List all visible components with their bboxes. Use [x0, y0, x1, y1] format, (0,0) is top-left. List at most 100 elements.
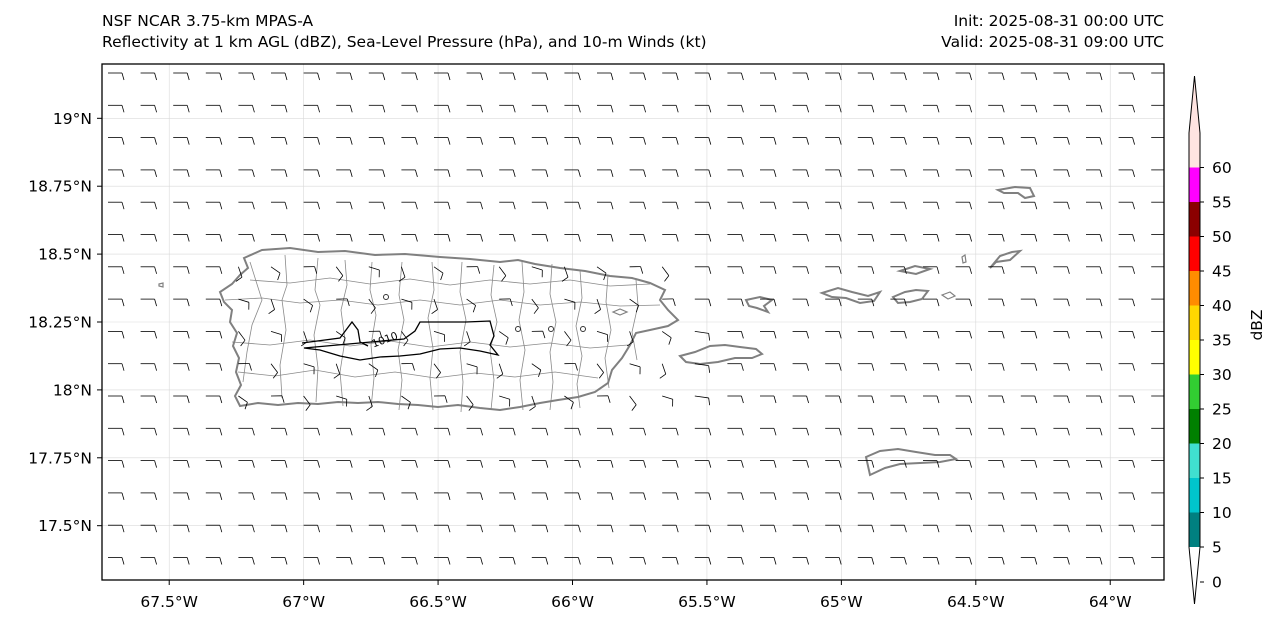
lon-tick-label: 65°W — [820, 593, 863, 611]
wind-barb — [626, 331, 634, 347]
wind-barb — [825, 427, 842, 436]
wind-barb — [760, 137, 777, 145]
wind-barb — [531, 460, 549, 468]
wind-barb — [1020, 137, 1038, 145]
colorbar-extend-min — [1189, 547, 1200, 604]
wind-barb — [466, 427, 483, 436]
wind-barb — [531, 266, 543, 278]
wind-barb — [108, 137, 125, 145]
wind-barb — [1086, 460, 1103, 468]
wind-barb — [564, 363, 578, 371]
wind-barb — [564, 395, 574, 410]
wind-barbs — [108, 72, 1164, 565]
colorbar-tick-label: 40 — [1212, 297, 1232, 315]
wind-barb — [368, 557, 386, 565]
anegada-coastline — [994, 185, 1036, 200]
wind-barb — [303, 72, 320, 81]
wind-barb — [988, 137, 1005, 145]
st-thomas-coastline — [819, 286, 883, 305]
wind-barb — [108, 524, 125, 533]
lat-tick-label: 18.25°N — [28, 314, 92, 332]
wind-barb — [401, 395, 411, 410]
wind-barb — [173, 524, 190, 533]
wind-barb — [173, 169, 190, 178]
wind-barb — [596, 266, 607, 281]
wind-barb — [727, 427, 744, 436]
wind-barb — [923, 201, 940, 210]
wind-barb — [825, 72, 842, 81]
wind-barb — [694, 201, 712, 210]
wind-barb — [694, 169, 712, 178]
wind-barb — [108, 330, 125, 339]
wind-barb — [988, 524, 1005, 533]
wind-barb — [434, 201, 451, 210]
wind-barb — [205, 104, 223, 113]
wind-barb — [1053, 330, 1070, 339]
wind-barb — [694, 524, 712, 533]
wind-barb — [303, 427, 320, 436]
wind-barb — [694, 395, 711, 406]
wind-barb — [336, 524, 353, 533]
wind-barb — [792, 266, 809, 274]
wind-barb — [760, 524, 777, 533]
wind-barb — [333, 363, 341, 379]
fields-title: Reflectivity at 1 km AGL (dBZ), Sea-Leve… — [102, 33, 707, 51]
wind-barb — [955, 557, 972, 565]
wind-barb — [629, 169, 646, 178]
wind-barb — [890, 298, 907, 307]
wind-barb — [271, 460, 288, 468]
wind-barb — [1086, 234, 1103, 242]
wind-barb — [1020, 524, 1038, 533]
wind-barb — [1118, 298, 1135, 307]
wind-barb — [923, 524, 940, 533]
wind-barb — [1118, 201, 1135, 210]
wind-barb — [890, 72, 907, 81]
wind-barb — [662, 557, 679, 565]
lat-tick-label: 18.5°N — [38, 246, 92, 264]
wind-barb — [1086, 524, 1103, 533]
wind-barb — [564, 234, 581, 242]
map-panel[interactable]: 1010 — [101, 63, 1167, 581]
wind-barb — [336, 460, 353, 468]
wind-barb — [760, 298, 777, 307]
land-features — [158, 185, 1036, 477]
wind-barb — [401, 234, 418, 242]
wind-barb — [923, 363, 940, 371]
wind-barb — [760, 234, 777, 242]
wind-barb — [499, 298, 513, 306]
wind-barb — [401, 298, 413, 310]
wind-barb — [368, 492, 386, 501]
wind-barb — [108, 557, 125, 565]
wind-barb — [434, 557, 451, 565]
wind-barb — [499, 104, 516, 113]
wind-barb — [662, 169, 679, 178]
wind-barb — [857, 427, 875, 436]
wind-barb — [792, 298, 809, 307]
wind-barb — [303, 363, 315, 375]
wind-barb — [398, 266, 406, 282]
wind-barb — [531, 492, 549, 501]
wind-barb — [466, 266, 481, 274]
wind-barb — [760, 557, 777, 565]
wind-barb — [1086, 363, 1103, 371]
wind-barb — [1086, 104, 1103, 113]
wind-barb — [1053, 460, 1070, 468]
wind-barb — [434, 427, 451, 436]
wind-barb — [760, 169, 777, 178]
wind-barb — [1151, 201, 1164, 203]
wind-barb — [662, 395, 674, 407]
wind-barb — [434, 104, 451, 113]
islet-3 — [611, 308, 629, 316]
wind-barb — [825, 524, 842, 533]
wind-barb — [140, 234, 157, 242]
wind-barb — [108, 492, 125, 501]
wind-barb — [694, 363, 711, 373]
wind-barb — [890, 557, 907, 565]
islet-4 — [158, 282, 164, 288]
colorbar-segment — [1189, 133, 1200, 168]
wind-barb — [662, 201, 679, 210]
wind-barb — [629, 201, 646, 210]
wind-barb — [597, 104, 614, 113]
wind-barb — [955, 298, 972, 307]
lon-tick-label: 64°W — [1089, 593, 1132, 611]
